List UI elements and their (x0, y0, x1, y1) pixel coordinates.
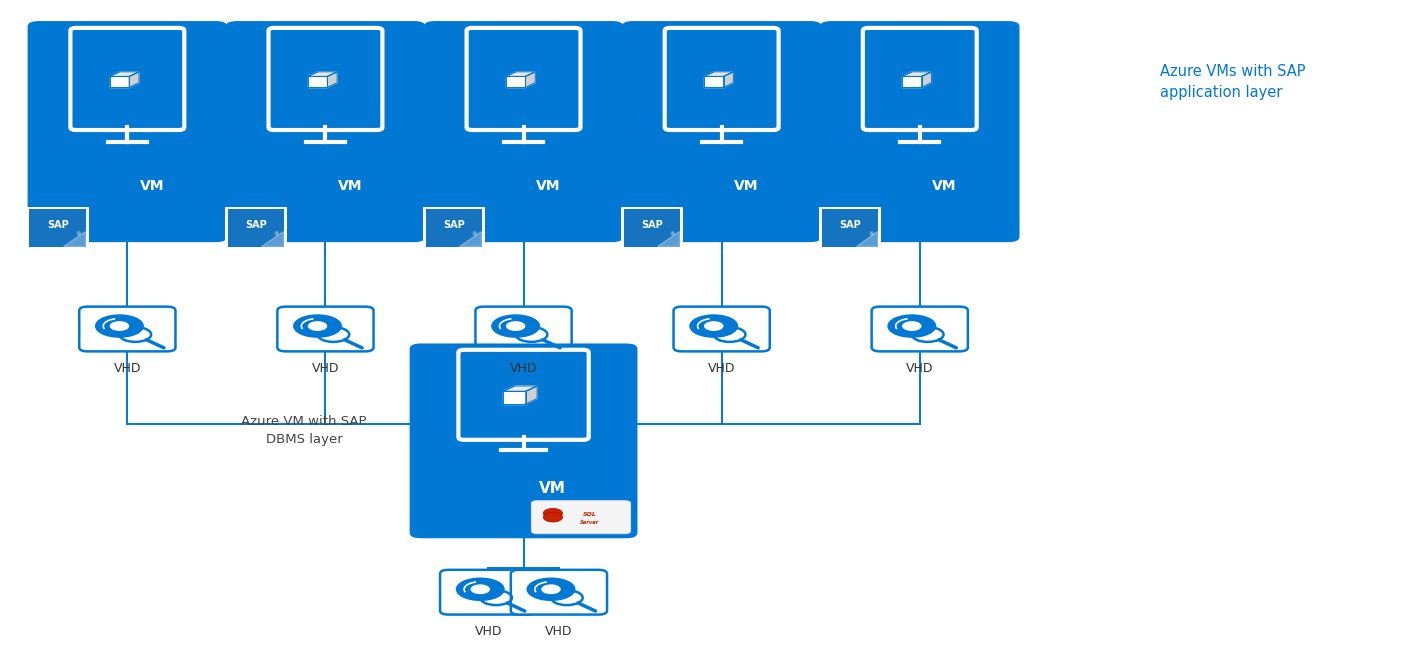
Circle shape (294, 315, 341, 337)
Text: ®: ® (471, 232, 477, 238)
Circle shape (96, 315, 143, 337)
Polygon shape (64, 232, 85, 246)
Text: SAP: SAP (47, 220, 68, 230)
Polygon shape (921, 72, 931, 88)
Circle shape (308, 322, 327, 330)
FancyBboxPatch shape (226, 21, 424, 242)
Text: VM: VM (338, 180, 362, 193)
FancyBboxPatch shape (624, 209, 681, 247)
Polygon shape (308, 76, 327, 88)
Text: VM: VM (539, 481, 566, 496)
FancyBboxPatch shape (225, 207, 287, 248)
Polygon shape (705, 72, 733, 76)
FancyBboxPatch shape (674, 307, 770, 351)
FancyBboxPatch shape (27, 21, 226, 242)
Text: SAP: SAP (443, 220, 464, 230)
Circle shape (110, 322, 129, 330)
Polygon shape (460, 232, 481, 246)
Polygon shape (308, 72, 337, 76)
Polygon shape (507, 76, 525, 88)
Polygon shape (262, 232, 283, 246)
Text: ®: ® (867, 232, 873, 238)
FancyBboxPatch shape (872, 307, 968, 351)
Text: VHD: VHD (906, 362, 934, 375)
Polygon shape (504, 386, 538, 392)
FancyBboxPatch shape (475, 307, 572, 351)
Text: ®: ® (273, 232, 279, 238)
Circle shape (492, 315, 539, 337)
Polygon shape (129, 72, 139, 88)
FancyBboxPatch shape (410, 343, 637, 538)
FancyBboxPatch shape (426, 209, 483, 247)
Ellipse shape (543, 509, 563, 518)
Circle shape (542, 585, 560, 594)
Circle shape (528, 578, 574, 600)
Circle shape (705, 322, 723, 330)
FancyBboxPatch shape (269, 28, 382, 130)
FancyBboxPatch shape (27, 207, 89, 248)
Text: SAP: SAP (839, 220, 860, 230)
Circle shape (471, 585, 490, 594)
Text: SQL: SQL (583, 512, 597, 517)
Text: VHD: VHD (545, 625, 573, 638)
Text: ®: ® (669, 232, 675, 238)
Text: Server: Server (580, 520, 600, 524)
FancyBboxPatch shape (423, 207, 485, 248)
Polygon shape (705, 76, 723, 88)
Polygon shape (504, 392, 526, 404)
Polygon shape (110, 72, 139, 76)
FancyBboxPatch shape (821, 21, 1019, 242)
Polygon shape (658, 232, 679, 246)
Text: VM: VM (932, 180, 957, 193)
FancyBboxPatch shape (79, 307, 175, 351)
Circle shape (507, 322, 525, 330)
Polygon shape (110, 76, 129, 88)
FancyBboxPatch shape (71, 28, 184, 130)
Text: VHD: VHD (474, 625, 502, 638)
FancyBboxPatch shape (621, 207, 683, 248)
FancyBboxPatch shape (277, 307, 374, 351)
Text: VM: VM (140, 180, 164, 193)
FancyBboxPatch shape (228, 209, 284, 247)
FancyBboxPatch shape (822, 209, 879, 247)
Text: VHD: VHD (509, 362, 538, 375)
Text: VM: VM (536, 180, 560, 193)
Polygon shape (525, 72, 535, 88)
FancyBboxPatch shape (665, 28, 778, 130)
Polygon shape (903, 72, 931, 76)
Polygon shape (526, 386, 538, 404)
Text: VM: VM (734, 180, 758, 193)
Polygon shape (723, 72, 733, 88)
Circle shape (889, 315, 935, 337)
Text: VHD: VHD (708, 362, 736, 375)
Polygon shape (327, 72, 337, 88)
Ellipse shape (543, 513, 563, 522)
FancyBboxPatch shape (819, 207, 882, 248)
FancyBboxPatch shape (623, 21, 821, 242)
Polygon shape (856, 232, 877, 246)
Text: SAP: SAP (245, 220, 266, 230)
FancyBboxPatch shape (863, 28, 976, 130)
Polygon shape (903, 76, 921, 88)
FancyBboxPatch shape (30, 209, 86, 247)
FancyBboxPatch shape (440, 570, 536, 615)
FancyBboxPatch shape (423, 21, 623, 242)
FancyBboxPatch shape (532, 501, 631, 534)
Text: VHD: VHD (113, 362, 142, 375)
Text: ®: ® (75, 232, 81, 238)
Text: Azure VMs with SAP
application layer: Azure VMs with SAP application layer (1160, 64, 1306, 100)
Text: SAP: SAP (641, 220, 662, 230)
Circle shape (903, 322, 921, 330)
FancyBboxPatch shape (458, 350, 589, 440)
Circle shape (691, 315, 737, 337)
Text: Azure VM with SAP
DBMS layer: Azure VM with SAP DBMS layer (242, 415, 366, 447)
FancyBboxPatch shape (511, 570, 607, 615)
FancyBboxPatch shape (467, 28, 580, 130)
Text: VHD: VHD (311, 362, 340, 375)
Polygon shape (507, 72, 535, 76)
Circle shape (457, 578, 504, 600)
